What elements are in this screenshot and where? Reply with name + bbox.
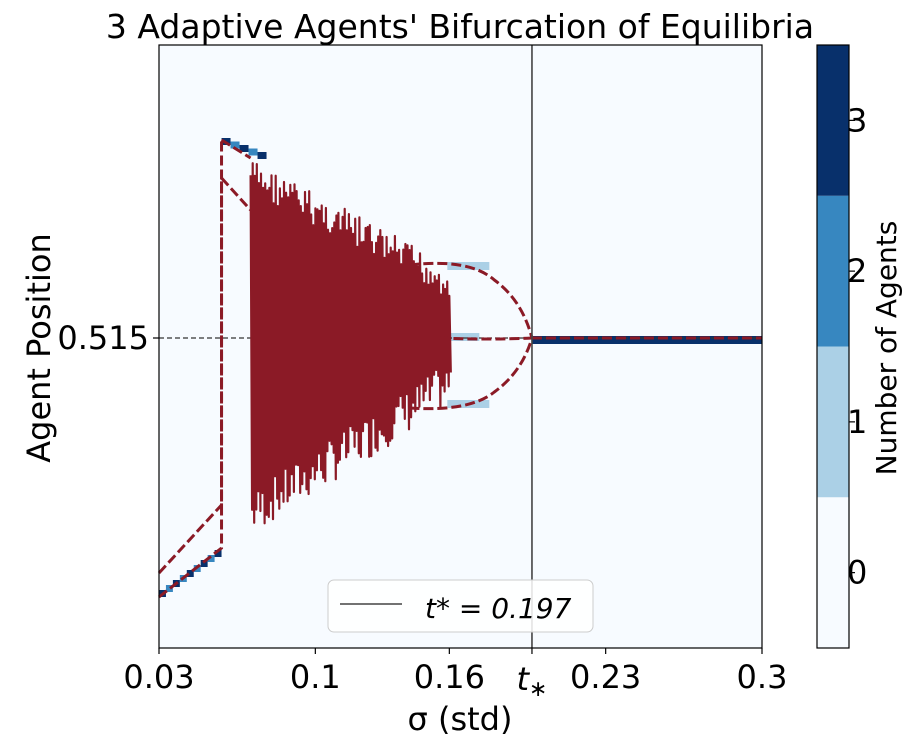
equilibrium-curves — [157, 138, 252, 599]
branch-upper-low — [157, 178, 224, 575]
heatmap-cell — [214, 550, 222, 557]
legend: t* = 0.197 — [327, 579, 594, 633]
heatmap-cell — [165, 585, 173, 592]
y-axis-label: Agent Position — [20, 233, 58, 462]
merge-upper — [409, 261, 534, 339]
heatmap-cell — [207, 555, 215, 562]
x-tick-label: 0.23 — [570, 658, 641, 696]
colorbar-segment — [817, 497, 849, 648]
colorbar-tick-label: 2 — [847, 252, 867, 290]
colorbar-segment — [817, 346, 849, 498]
colorbar-tick-label: 1 — [847, 403, 867, 441]
colorbar-segment — [817, 45, 849, 196]
colorbar: 0 1 2 3 — [816, 44, 867, 649]
colorbar-frame — [816, 44, 850, 649]
x-tick-label: 0.16 — [414, 658, 485, 696]
plot-background — [159, 45, 762, 648]
x-axis-label: σ (std) — [408, 700, 513, 738]
heatmap-cell — [239, 145, 249, 152]
merge-middle — [439, 336, 533, 341]
heatmap-cell — [449, 333, 480, 341]
y-tick-label: 0.515 — [57, 319, 149, 357]
x-tick-label: t∗ — [516, 660, 547, 702]
plot-area: 0.03 0.1 0.16 t∗ 0.23 0.3 0.515 — [57, 44, 788, 702]
heatmap-cell — [248, 148, 258, 156]
x-tick-label: 0.3 — [737, 658, 788, 696]
x-tick-label: 0.1 — [290, 658, 341, 696]
heatmap-cell — [230, 141, 240, 149]
oscillation-trace — [249, 162, 452, 525]
merge-lower — [409, 337, 534, 411]
colorbar-tick-label: 3 — [847, 101, 867, 139]
branch-top-2 — [220, 176, 252, 212]
merge-curves — [409, 261, 762, 411]
branch-top — [220, 138, 252, 160]
axes-frame — [158, 44, 763, 649]
colorbar-segment — [817, 195, 849, 347]
colorbar-tick-label: 0 — [847, 554, 867, 592]
oscillation-region — [249, 162, 452, 525]
legend-box — [327, 579, 594, 633]
heatmap-cell — [531, 336, 762, 344]
x-tick-label: 0.03 — [123, 658, 194, 696]
heatmap-cell — [257, 152, 267, 159]
colorbar-label: Number of Agents — [870, 221, 903, 476]
legend-label: t* = 0.197 — [425, 592, 572, 625]
chart-title: 3 Adaptive Agents' Bifurcation of Equili… — [106, 7, 814, 46]
heatmap-cell — [186, 570, 194, 577]
